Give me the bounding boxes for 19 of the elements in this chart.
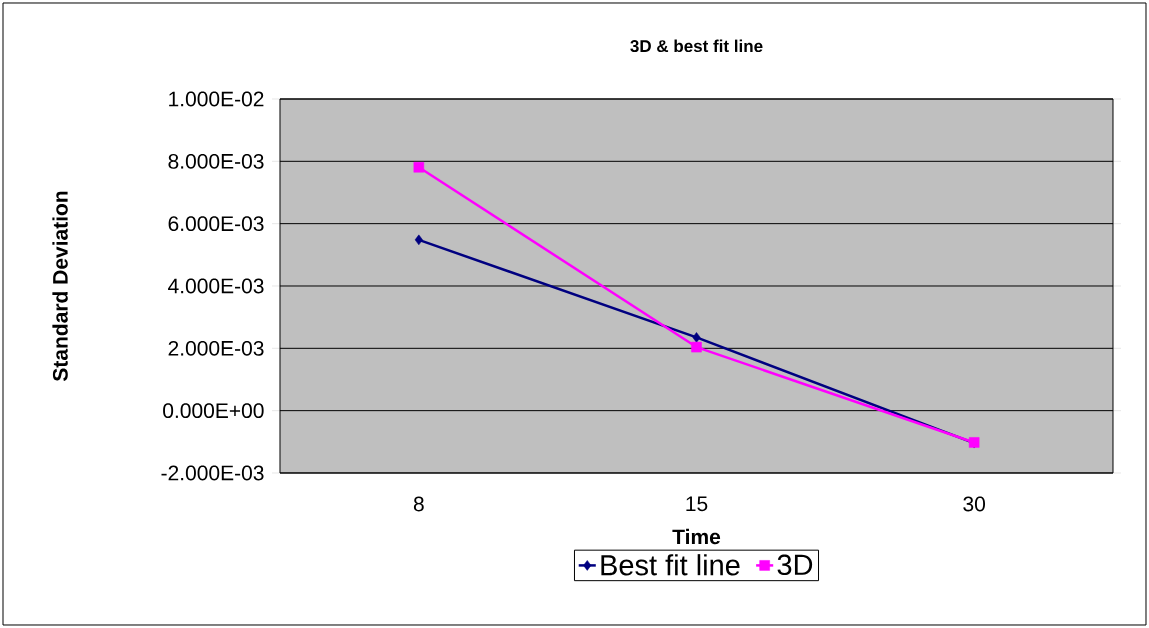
y-axis-title: Standard Deviation: [52, 191, 68, 382]
y-tick-label: 8.000E-03: [168, 153, 264, 169]
y-tick-label: 1.000E-02: [169, 91, 264, 107]
y-tick-label: 6.000E-03: [168, 216, 264, 232]
x-axis-title: Time: [672, 528, 721, 545]
x-tick-label: 15: [686, 496, 708, 512]
y-tick-label: -2.000E-03: [161, 465, 264, 481]
chart-title: 3D & best fit line: [630, 39, 763, 53]
y-tick-label: 2.000E-03: [168, 340, 264, 356]
y-tick-label: 0.000E+00: [163, 403, 264, 419]
y-tick-label: 4.000E-03: [168, 278, 264, 294]
x-tick-label: 30: [963, 496, 986, 512]
legend-label: 3D: [777, 554, 813, 576]
legend-label: Best fit line: [601, 554, 740, 576]
point: [414, 234, 423, 246]
x-tick-label: 8: [413, 496, 424, 512]
point: [413, 162, 425, 173]
point: [691, 341, 702, 353]
point: [692, 332, 701, 343]
